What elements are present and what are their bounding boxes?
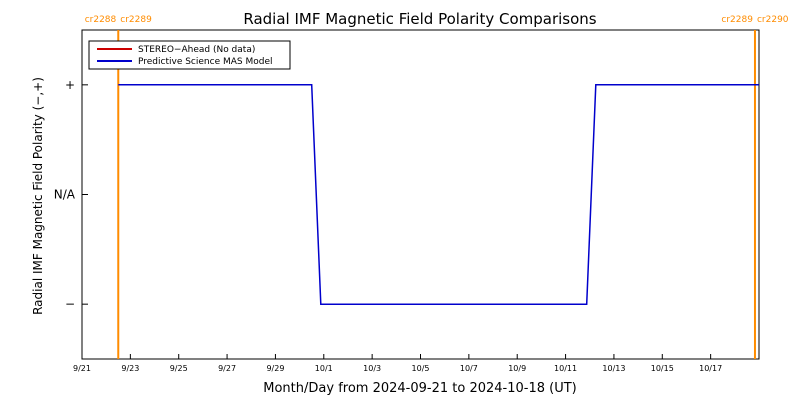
- x-tick-label: 10/7: [460, 364, 478, 373]
- y-axis: + N/A −: [54, 78, 88, 311]
- y-tick-label: −: [65, 297, 75, 311]
- y-tick-label: N/A: [54, 188, 76, 202]
- carrington-label: cr2289: [120, 15, 152, 25]
- series-line-mas-model: [118, 84, 759, 305]
- chart-title: Radial IMF Magnetic Field Polarity Compa…: [243, 10, 596, 28]
- x-axis-label: Month/Day from 2024-09-21 to 2024-10-18 …: [263, 381, 576, 396]
- x-tick-label: 10/1: [315, 364, 333, 373]
- x-tick-label: 10/3: [363, 364, 381, 373]
- series-layer: [118, 84, 759, 305]
- legend-label-mas: Predictive Science MAS Model: [138, 57, 273, 67]
- x-tick-label: 10/15: [651, 364, 674, 373]
- x-tick-label: 9/29: [266, 364, 284, 373]
- x-axis: 9/21 9/23 9/25 9/27 9/29 10/1 10/3 10/5 10/7 10/9…: [73, 354, 722, 373]
- x-tick-label: 10/17: [699, 364, 722, 373]
- x-tick-label: 10/13: [602, 364, 625, 373]
- y-axis-label: Radial IMF Magnetic Field Polarity (−,+): [31, 77, 45, 315]
- x-tick-label: 10/5: [412, 364, 430, 373]
- legend: STEREO−Ahead (No data) Predictive Scienc…: [88, 40, 291, 70]
- x-tick-label: 9/23: [121, 364, 139, 373]
- x-tick-label: 9/21: [73, 364, 91, 373]
- x-tick-label: 9/27: [218, 364, 236, 373]
- y-tick-label: +: [65, 78, 75, 92]
- legend-label-stereo: STEREO−Ahead (No data): [138, 45, 255, 55]
- carrington-label: cr2289: [721, 15, 753, 25]
- x-tick-label: 10/11: [554, 364, 577, 373]
- x-tick-label: 9/25: [170, 364, 188, 373]
- plot-frame: [81, 29, 760, 360]
- x-tick-label: 10/9: [508, 364, 526, 373]
- legend-box: [88, 40, 291, 70]
- carrington-label: cr2290: [757, 15, 789, 25]
- carrington-label: cr2288: [85, 15, 117, 25]
